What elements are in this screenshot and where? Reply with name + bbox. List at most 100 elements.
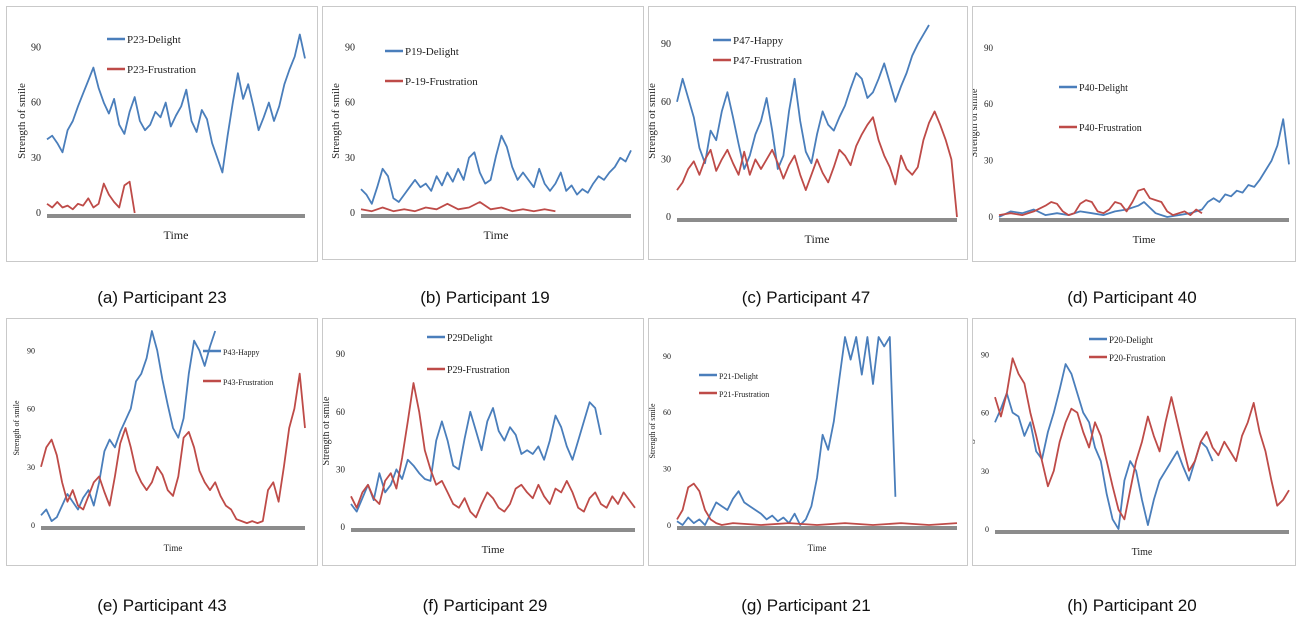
y-tick-label: 60 bbox=[984, 99, 994, 109]
y-tick-label: 90 bbox=[663, 352, 671, 361]
series-line-2 bbox=[360, 201, 556, 213]
figure-caption: (d) Participant 40 bbox=[1067, 288, 1197, 307]
chart-panel: 0 30 60 90 Time Strength of smile P21-Delight P… bbox=[648, 318, 968, 566]
legend-label: P19-Delight bbox=[405, 46, 459, 58]
series-line-2 bbox=[998, 187, 1203, 216]
y-axis-label: Strength of smile bbox=[649, 83, 658, 159]
y-tick-label: 60 bbox=[31, 98, 41, 109]
figure-caption: (e) Participant 43 bbox=[97, 596, 227, 615]
figure-caption: (a) Participant 23 bbox=[97, 288, 227, 307]
chart-panel: 0 30 60 90 Time Strength of smile P29Delight P2… bbox=[322, 318, 644, 566]
figure-caption: (c) Participant 47 bbox=[741, 288, 871, 307]
y-tick-label: 60 bbox=[663, 408, 671, 417]
series-line-1 bbox=[998, 118, 1290, 218]
series-line-1 bbox=[360, 134, 632, 205]
legend-label: P-19-Frustration bbox=[405, 76, 478, 88]
x-axis-line bbox=[47, 214, 305, 218]
legend-label: P40-Frustration bbox=[1079, 123, 1142, 134]
x-axis-line bbox=[999, 218, 1289, 222]
x-axis-label: Time bbox=[808, 543, 827, 553]
x-axis-label: Time bbox=[484, 228, 509, 242]
x-axis-label: Time bbox=[164, 543, 183, 553]
series-line-1 bbox=[350, 401, 602, 513]
legend-label: P21-Delight bbox=[719, 372, 759, 381]
y-tick-label: 30 bbox=[27, 463, 35, 472]
x-axis-label: Time bbox=[805, 232, 830, 246]
chart-panel: 0 30 60 90 Time Strength of smile P47-Happy P47… bbox=[648, 6, 968, 260]
chart-svg: 0 30 60 90 Time Strength of smile P40-Delight P… bbox=[973, 43, 1290, 246]
figure-caption: (g) Participant 21 bbox=[741, 596, 871, 615]
series-line-1 bbox=[40, 330, 217, 522]
chart-svg: 0 30 60 90 Time Strength of smile P43-Happy P43… bbox=[12, 330, 306, 553]
chart-panel: 0 30 60 90 Time Strength of smile P19-Delight P… bbox=[322, 6, 644, 260]
x-axis-label: Time bbox=[1133, 234, 1156, 246]
chart-panel: 0 30 60 90 Time Strength of smile P23-Delight P… bbox=[6, 6, 318, 262]
y-axis-label: Strength of smile bbox=[16, 83, 28, 159]
y-axis-label: Strength of smile bbox=[12, 400, 21, 456]
y-tick-label: 30 bbox=[984, 156, 994, 166]
legend-label: P47-Happy bbox=[733, 35, 784, 47]
y-tick-label: 30 bbox=[31, 153, 41, 164]
y-tick-label: 60 bbox=[981, 409, 989, 418]
y-tick-label: 30 bbox=[345, 153, 355, 164]
legend-label: P43-Happy bbox=[223, 348, 259, 357]
y-tick-label: 90 bbox=[984, 43, 994, 53]
y-axis-label: Strength of smile bbox=[330, 83, 342, 159]
chart-svg: 0 30 60 90 Time Strength of smile P47-Happy P47… bbox=[649, 24, 958, 246]
y-tick-label: 30 bbox=[336, 464, 346, 474]
y-tick-label: 0 bbox=[667, 521, 671, 530]
series-line-2 bbox=[40, 372, 306, 524]
y-axis-label: Strength of smile bbox=[649, 403, 657, 459]
legend-label: P23-Frustration bbox=[127, 64, 197, 76]
y-tick-label: 60 bbox=[661, 97, 671, 108]
chart-svg: 0 30 60 90 Time Strength of smile P23-Delight P… bbox=[16, 33, 306, 242]
legend-label: P23-Delight bbox=[127, 34, 181, 46]
x-axis-line bbox=[361, 214, 631, 218]
y-tick-label: 90 bbox=[981, 350, 989, 359]
x-axis-label: Time bbox=[164, 228, 189, 242]
chart-svg: 0 30 60 90 Time Strength of smile P21-Delight P… bbox=[649, 336, 958, 553]
y-tick-label: 30 bbox=[661, 154, 671, 165]
series-line-1 bbox=[676, 24, 930, 170]
series-line-2 bbox=[46, 180, 136, 214]
y-tick-label: 90 bbox=[661, 39, 671, 50]
y-tick-label: 60 bbox=[27, 405, 35, 414]
y-axis-label: Strength of smile bbox=[323, 396, 332, 465]
y-tick-label: 90 bbox=[345, 42, 355, 53]
legend-label: P40-Delight bbox=[1079, 83, 1128, 94]
y-tick-label: 0 bbox=[989, 212, 994, 222]
chart-svg: 0 30 60 90 Time Strength of smile P20-Delight P… bbox=[973, 335, 1290, 558]
y-tick-label: 0 bbox=[31, 521, 35, 530]
chart-panel: 0 30 60 90 Time Strength of smile P40-Delight P… bbox=[972, 6, 1296, 262]
series-line-1 bbox=[676, 336, 897, 526]
legend-label: P47-Frustration bbox=[733, 55, 803, 67]
legend-label: P43-Frustration bbox=[223, 378, 273, 387]
y-tick-label: 0 bbox=[985, 525, 989, 534]
x-axis-line bbox=[995, 530, 1289, 534]
legend-label: P20-Frustration bbox=[1109, 353, 1166, 363]
y-tick-label: 30 bbox=[981, 467, 989, 476]
legend-label: P20-Delight bbox=[1109, 335, 1153, 345]
series-line-2 bbox=[676, 110, 958, 218]
x-axis-label: Time bbox=[482, 544, 505, 556]
legend-label: P21-Frustration bbox=[719, 390, 769, 399]
x-axis-label: Time bbox=[1132, 547, 1153, 558]
chart-panel: 0 30 60 90 Time Strength of smile P20-Delight P… bbox=[972, 318, 1296, 566]
y-tick-label: 0 bbox=[341, 522, 346, 532]
x-axis-line bbox=[677, 218, 957, 222]
figure-caption: (h) Participant 20 bbox=[1067, 596, 1197, 615]
y-axis-label: Strength of smile bbox=[973, 401, 975, 463]
chart-svg: 0 30 60 90 Time Strength of smile P29Delight P2… bbox=[323, 333, 636, 556]
figure-caption: (f) Participant 29 bbox=[422, 596, 548, 615]
chart-panel: 0 30 60 90 Time Strength of smile P43-Happy P43… bbox=[6, 318, 318, 566]
y-tick-label: 60 bbox=[336, 407, 346, 417]
series-line-2 bbox=[994, 357, 1290, 521]
y-tick-label: 0 bbox=[666, 212, 671, 223]
series-line-2 bbox=[350, 382, 636, 519]
series-line-2 bbox=[676, 482, 958, 526]
x-axis-line bbox=[351, 528, 635, 532]
y-tick-label: 30 bbox=[663, 465, 671, 474]
legend-label: P29-Frustration bbox=[447, 365, 510, 376]
figure-caption: (b) Participant 19 bbox=[420, 288, 550, 307]
y-tick-label: 0 bbox=[36, 208, 41, 219]
